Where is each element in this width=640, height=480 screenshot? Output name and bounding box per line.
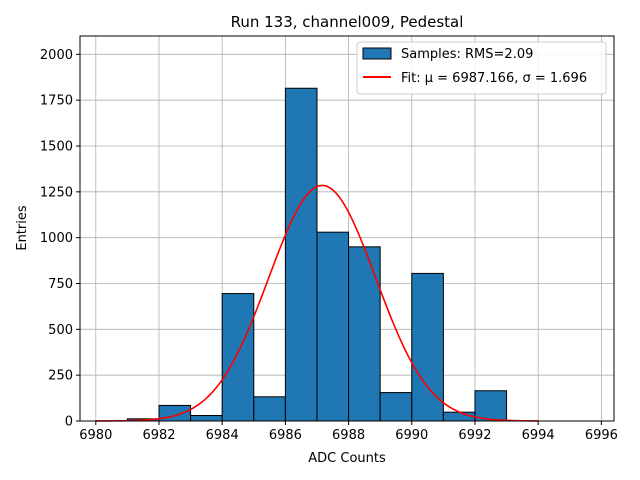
histogram-bar: [316, 231, 350, 422]
legend: Samples: RMS=2.09 Fit: μ = 6987.166, σ =…: [356, 41, 607, 95]
gaussian-fit-curve: [95, 184, 539, 422]
y-tick-label: 250: [48, 369, 73, 384]
y-tick-label: 1500: [40, 140, 73, 155]
x-axis-ticks: 6980 6982 6984 6986 6988 6990 6992 6994 6996: [79, 421, 618, 443]
legend-histogram-label: Samples: RMS=2.09: [401, 47, 533, 62]
y-tick-label: 0: [65, 415, 73, 430]
y-tick-label: 1750: [40, 94, 73, 109]
plot-frame: [79, 35, 615, 422]
y-tick-label: 500: [48, 323, 73, 338]
y-tick-label: 1250: [40, 185, 73, 200]
histogram-bar: [190, 415, 223, 422]
x-tick-label: 6984: [206, 428, 239, 443]
histogram-bar: [221, 293, 255, 422]
fit-curve-layer: [95, 184, 539, 422]
histogram-bar: [474, 390, 508, 422]
x-axis-label: ADC Counts: [308, 451, 386, 466]
chart-title: Run 133, channel009, Pedestal: [231, 13, 464, 31]
histogram-bar: [379, 392, 413, 422]
x-tick-label: 6980: [79, 428, 112, 443]
legend-fit-label: Fit: μ = 6987.166, σ = 1.696: [401, 71, 587, 86]
legend-box: [356, 41, 607, 95]
y-axis-ticks: 0 250 500 750 1000 1250 1500 1750 2000: [40, 48, 80, 430]
legend-histogram-swatch: [362, 47, 392, 60]
y-axis-label: Entries: [15, 205, 30, 251]
histogram-bar: [411, 272, 444, 422]
y-tick-label: 1000: [40, 231, 73, 246]
x-tick-label: 6986: [269, 428, 302, 443]
histogram-bar: [284, 87, 318, 422]
histogram-bars: [126, 87, 508, 422]
x-tick-label: 6994: [522, 428, 555, 443]
x-tick-label: 6982: [142, 428, 175, 443]
histogram-bar: [348, 246, 381, 422]
x-tick-label: 6992: [458, 428, 491, 443]
x-tick-label: 6996: [585, 428, 618, 443]
y-tick-label: 2000: [40, 48, 73, 63]
histogram-bar: [253, 396, 286, 422]
x-tick-label: 6990: [395, 428, 428, 443]
y-tick-label: 750: [48, 277, 73, 292]
x-tick-label: 6988: [332, 428, 365, 443]
